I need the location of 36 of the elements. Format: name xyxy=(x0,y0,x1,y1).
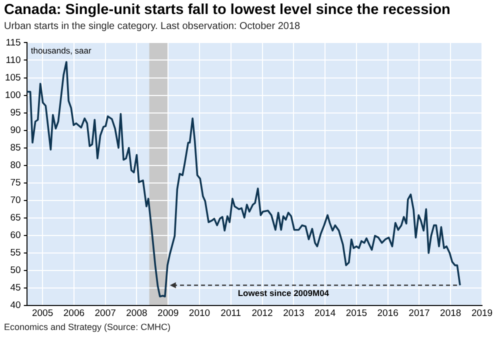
y-tick-label: 65 xyxy=(10,212,21,224)
y-tick-label: 70 xyxy=(10,195,21,206)
y-tick-label: 45 xyxy=(10,282,21,294)
x-tick-label: 2017 xyxy=(408,308,430,319)
x-tick-label: 2005 xyxy=(32,308,54,319)
y-tick-label: 40 xyxy=(10,300,21,312)
y-tick-label: 115 xyxy=(6,37,21,48)
annotation: Lowest since 2009M04 xyxy=(238,288,330,298)
x-tick-label: 2006 xyxy=(63,308,85,319)
y-tick-label: 85 xyxy=(10,142,21,154)
y-tick-label: 60 xyxy=(10,230,21,242)
y-tick-label: 80 xyxy=(10,160,21,172)
x-tick-label: 2019 xyxy=(471,308,493,319)
x-tick-label: 2016 xyxy=(377,308,398,319)
y-tick-label: 110 xyxy=(6,54,21,66)
y-tick-label: 90 xyxy=(10,124,21,136)
chart-subtitle: Urban starts in the single category. Last observation: October 2018 xyxy=(4,21,300,32)
y-axis-title: thousands, saar xyxy=(30,45,92,56)
y-tick-label: 100 xyxy=(4,90,21,101)
x-tick-label: 2007 xyxy=(94,308,116,319)
x-tick-label: 2015 xyxy=(346,308,368,319)
x-tick-label: 2010 xyxy=(188,308,210,319)
x-tick-label: 2012 xyxy=(252,308,273,319)
y-tick-label: 95 xyxy=(10,107,21,118)
y-tick-label: 50 xyxy=(10,265,21,276)
y-tick-label: 55 xyxy=(10,248,21,259)
x-tick-label: 2018 xyxy=(440,308,462,319)
y-tick-label: 75 xyxy=(10,178,21,189)
text: Economics and Strategy (Source: CMHC) xyxy=(4,322,171,332)
x-tick-label: 2008 xyxy=(126,308,148,319)
chart-title: Canada: Single-unit starts fall to lowest level since the recession xyxy=(4,2,450,18)
x-tick-label: 2014 xyxy=(314,308,336,319)
x-tick-label: 2013 xyxy=(283,308,304,319)
x-tick-label: 2009 xyxy=(158,308,179,319)
x-tick-label: 2011 xyxy=(220,308,242,319)
y-tick-label: 105 xyxy=(4,72,21,84)
